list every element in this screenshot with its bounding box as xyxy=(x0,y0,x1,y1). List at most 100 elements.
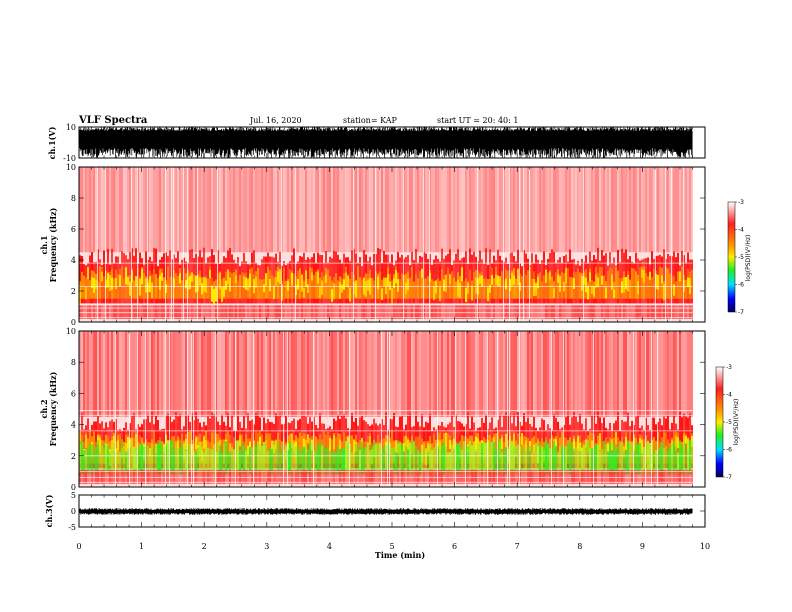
ch2-spectrogram-column xyxy=(167,331,169,417)
ch2-spectrogram-column xyxy=(105,445,107,475)
ch2-spectrogram-column xyxy=(671,469,673,484)
ch1-spectrogram-column xyxy=(129,304,131,319)
ch1-spectrogram-column xyxy=(141,167,143,253)
ch2-spectrogram-column xyxy=(629,469,631,484)
ch2-spectrogram-column xyxy=(679,412,681,469)
ch1-spectrogram-column xyxy=(373,304,375,319)
ch2-spectrogram-column xyxy=(99,469,101,484)
ch1-spectrogram-column xyxy=(545,269,547,299)
ch2-spectrogram-column xyxy=(471,448,473,475)
ch1-spectrogram-column xyxy=(107,273,109,288)
ch1-spectrogram-column xyxy=(527,270,529,299)
ch2-spectrogram-column xyxy=(383,446,385,475)
ch2-spectrogram-column xyxy=(153,445,155,475)
ch2-spectrogram-column xyxy=(317,331,319,417)
ch1-spectrogram-column xyxy=(499,167,501,253)
ch2-spectrogram-column xyxy=(583,331,585,417)
ch1-spectrogram-column xyxy=(91,304,93,319)
ch1-spectrogram-column xyxy=(127,276,129,299)
ch1-spectrogram-column xyxy=(371,304,373,319)
ch1-spectrogram-column xyxy=(449,304,451,319)
ch1-spectrogram-column xyxy=(81,271,83,299)
ch1-spectrogram-column xyxy=(541,304,543,319)
ch2-spectrogram-column xyxy=(369,469,371,484)
ch2-spectrogram-column xyxy=(405,469,407,484)
ch1-spectrogram-column xyxy=(337,254,339,304)
ch1-spectrogram-column xyxy=(451,167,453,253)
ch2-spectrogram-column xyxy=(557,469,559,484)
ch1-spectrogram-column xyxy=(385,304,387,319)
ch1-spectrogram-column xyxy=(91,277,93,288)
ch1-spectrogram-column xyxy=(635,304,637,319)
ch2-spectrogram-column xyxy=(687,331,689,417)
ch1-spectrogram-column xyxy=(151,304,153,319)
ch2-spectrogram-column xyxy=(303,438,305,450)
ch1-spectrogram-column xyxy=(343,279,345,290)
ch1-spectrogram-column xyxy=(619,278,621,299)
ch2-spectrogram-column xyxy=(331,331,333,417)
ch1-spectrogram-column xyxy=(687,167,689,253)
ch1-spectrogram-column xyxy=(663,249,665,304)
ch1-spectrogram-column xyxy=(661,167,663,253)
ch2-spectrogram-gap xyxy=(145,331,146,487)
ch1-spectrogram-column xyxy=(419,271,421,299)
ch2-spectrogram-column xyxy=(375,469,377,484)
ch1-spectrogram-column xyxy=(261,167,263,253)
ch1-spec-ylabel: ch.1 Frequency (kHz) xyxy=(39,207,58,282)
ch1-spectrogram-column xyxy=(115,167,117,253)
ch2-spectrogram-column xyxy=(181,469,183,484)
ch1-spectrogram-column xyxy=(219,272,221,290)
ch1-spectrogram-column xyxy=(177,275,179,299)
ch1-spectrogram-column xyxy=(439,287,441,302)
ch2-spectrogram-column xyxy=(653,331,655,417)
ch2-spectrogram-column xyxy=(341,469,343,484)
ch2-spectrogram-column xyxy=(505,446,507,475)
ch1-spectrogram-column xyxy=(113,278,115,299)
ch1-spectrogram-column xyxy=(331,304,333,319)
ch1-spectrogram-column xyxy=(577,167,579,253)
ch1-spectrogram-column xyxy=(521,275,523,299)
ch1-spectrogram-column xyxy=(325,304,327,319)
ch2-spectrogram-column xyxy=(149,469,151,484)
ch2-spectrogram-column xyxy=(679,440,681,475)
ch2-spectrogram-column xyxy=(317,445,319,475)
ch1-spectrogram-column xyxy=(635,167,637,253)
ch1-spectrogram-column xyxy=(487,287,489,302)
ch1-spectrogram-column xyxy=(465,287,467,303)
ch2-spectrogram-column xyxy=(209,331,211,417)
ch2-spectrogram-gap xyxy=(387,331,388,487)
ch2-spectrogram-column xyxy=(247,450,249,475)
ch2-spectrogram-column xyxy=(567,331,569,417)
ch1-spectrogram-column xyxy=(685,167,687,253)
ch1-spectrogram-column xyxy=(379,167,381,253)
ch1-spectrogram-column xyxy=(135,167,137,253)
ch2-spectrogram-column xyxy=(167,469,169,484)
ch2-spectrogram-column xyxy=(223,443,225,475)
ch1-spectrogram-column xyxy=(499,276,501,299)
ch1-spectrogram-column xyxy=(629,279,631,299)
ch1-spectrogram-column xyxy=(407,304,409,319)
ch1-spectrogram-column xyxy=(545,304,547,319)
ch1-spectrogram-column xyxy=(573,304,575,319)
ch2-spectrogram-column xyxy=(615,432,617,445)
ch1-spectrogram-column xyxy=(401,167,403,253)
ch1-spectrogram-column xyxy=(223,304,225,319)
ch1-spectrogram-gap xyxy=(523,167,524,322)
ch1-spectrogram-column xyxy=(205,167,207,253)
ch2-spectrogram-column xyxy=(331,451,333,475)
ch1-spectrogram-column xyxy=(533,167,535,253)
ch2-spectrogram-column xyxy=(269,469,271,484)
ch1-spectrogram-column xyxy=(635,271,637,299)
ch1-spectrogram-column xyxy=(507,167,509,253)
ch1-spectrogram-column xyxy=(267,304,269,319)
ch1-spectrogram-column xyxy=(591,285,593,295)
ch1-spectrogram-column xyxy=(227,167,229,253)
ch1-spectrogram-column xyxy=(151,282,153,299)
ch1-spectrogram-column xyxy=(425,167,427,253)
ch2-spectrogram-column xyxy=(309,331,311,417)
ch2-spectrogram-column xyxy=(377,443,379,475)
ch1-spectrogram-column xyxy=(357,266,359,299)
ch2-spectrogram-column xyxy=(377,331,379,417)
ch2-spectrogram-column xyxy=(355,443,357,475)
ch2-spectrogram-column xyxy=(183,469,185,484)
